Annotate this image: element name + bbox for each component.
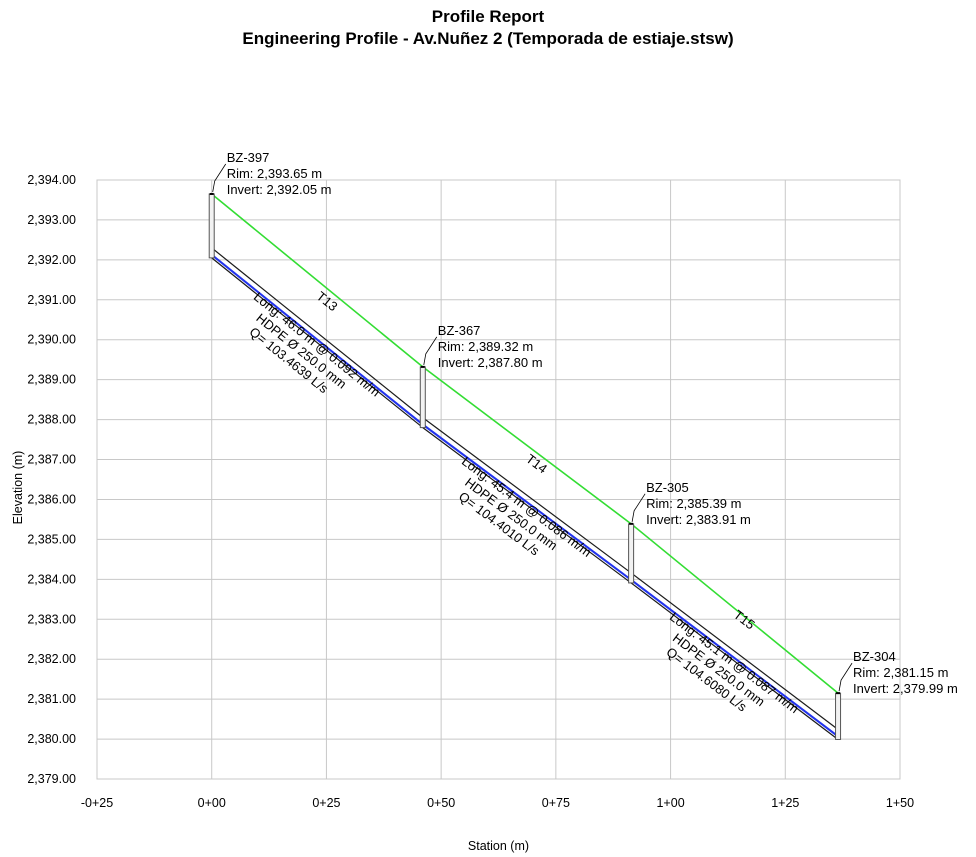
- manhole-label: BZ-304: [853, 649, 896, 664]
- y-tick-label: 2,379.00: [27, 772, 76, 786]
- x-tick-label: 0+75: [542, 796, 570, 810]
- manhole-rim-label: Rim: 2,393.65 m: [227, 166, 322, 181]
- manhole-structure: [419, 366, 426, 429]
- manhole-label: BZ-367: [438, 323, 481, 338]
- y-tick-label: 2,383.00: [27, 612, 76, 626]
- ground-line: [211, 193, 839, 694]
- water-surface-line: [211, 253, 424, 425]
- title-block: Profile Report Engineering Profile - Av.…: [0, 6, 976, 50]
- y-axis-label: Elevation (m): [11, 451, 25, 525]
- manhole-invert-label: Invert: 2,387.80 m: [438, 355, 543, 370]
- y-tick-label: 2,391.00: [27, 293, 76, 307]
- y-tick-label: 2,385.00: [27, 532, 76, 546]
- grid-lines: [96, 179, 901, 780]
- y-tick-label: 2,384.00: [27, 572, 76, 586]
- x-tick-label: -0+25: [81, 796, 113, 810]
- pipe-crown-line: [211, 247, 424, 419]
- x-tick-label: 0+25: [312, 796, 340, 810]
- y-tick-label: 2,380.00: [27, 732, 76, 746]
- plot-area: [96, 179, 901, 780]
- y-tick-label: 2,386.00: [27, 492, 76, 506]
- manhole-invert-label: Invert: 2,379.99 m: [853, 681, 958, 696]
- manhole-rim-label: Rim: 2,385.39 m: [646, 496, 741, 511]
- manhole-structure: [628, 523, 635, 584]
- report-subtitle: Engineering Profile - Av.Nuñez 2 (Tempor…: [242, 29, 734, 48]
- pipe-invert-line: [630, 582, 839, 740]
- pipe-crown-line: [422, 417, 632, 574]
- y-tick-label: 2,390.00: [27, 333, 76, 347]
- y-tick-label: 2,387.00: [27, 453, 76, 467]
- water-surface-line: [630, 578, 839, 737]
- x-axis-label: Station (m): [468, 839, 529, 853]
- x-tick-label: 0+50: [427, 796, 455, 810]
- manhole-leader-line: [423, 336, 438, 365]
- manhole-rim-label: Rim: 2,389.32 m: [438, 339, 533, 354]
- x-tick-label: 1+50: [886, 796, 914, 810]
- x-tick-label: 1+25: [771, 796, 799, 810]
- manhole-structure: [208, 193, 215, 259]
- water-flow-line: [630, 580, 839, 738]
- manhole-invert-label: Invert: 2,383.91 m: [646, 512, 751, 527]
- y-tick-label: 2,382.00: [27, 652, 76, 666]
- y-tick-label: 2,381.00: [27, 692, 76, 706]
- pipe-crown-line: [630, 572, 839, 730]
- report-title: Profile Report: [431, 7, 545, 26]
- y-tick-label: 2,393.00: [27, 213, 76, 227]
- water-flow-line: [211, 255, 424, 426]
- manhole-invert-label: Invert: 2,392.05 m: [227, 182, 332, 197]
- water-flow-line: [422, 424, 632, 581]
- y-tick-label: 2,394.00: [27, 173, 76, 187]
- manhole-leader-line: [838, 662, 853, 692]
- manhole-structure: [835, 692, 842, 740]
- manhole-leader-line: [212, 163, 227, 193]
- pipe-invert-line: [211, 257, 424, 429]
- y-tick-label: 2,388.00: [27, 413, 76, 427]
- y-tick-label: 2,392.00: [27, 253, 76, 267]
- water-surface-line: [422, 423, 632, 580]
- manhole-label: BZ-305: [646, 480, 689, 495]
- manhole-rim-label: Rim: 2,381.15 m: [853, 665, 948, 680]
- y-tick-label: 2,389.00: [27, 373, 76, 387]
- pipe-invert-line: [422, 427, 632, 584]
- manhole-label: BZ-397: [227, 150, 270, 165]
- manhole-leader-line: [631, 493, 646, 522]
- x-tick-label: 0+00: [198, 796, 226, 810]
- x-tick-label: 1+00: [656, 796, 684, 810]
